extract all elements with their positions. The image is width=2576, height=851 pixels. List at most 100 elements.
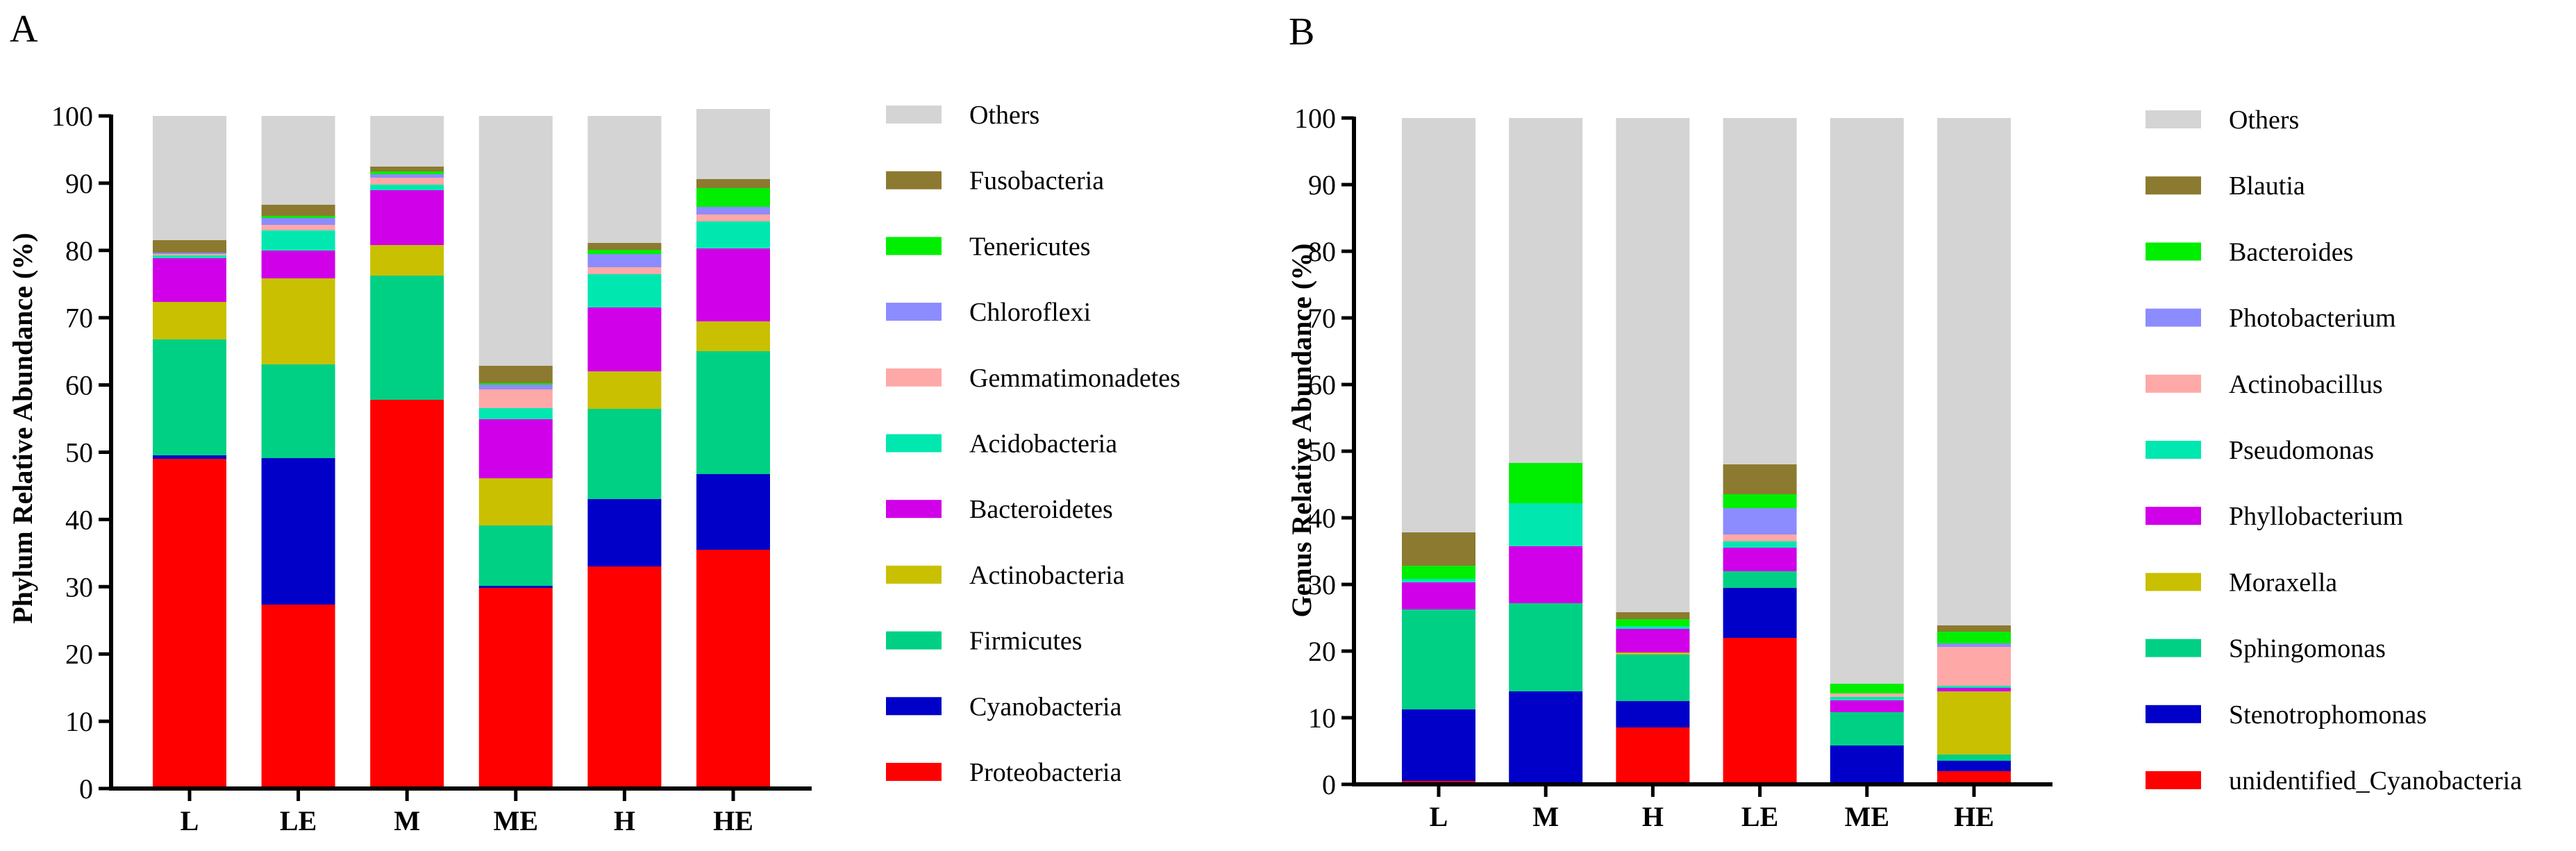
panel-b-bar-me-bacteroides: [1830, 684, 1904, 693]
panel-a-bar-le-firmicutes: [261, 364, 335, 458]
panel-b-legend-label-pseudomonas: Pseudomonas: [2229, 436, 2374, 465]
panel-b-legend-swatch-unidentified-cyanobacteria: [2146, 771, 2201, 789]
panel-b-bar-l-blautia: [1402, 532, 1475, 566]
panel-a-y-tick-label-60: 60: [65, 370, 93, 401]
panel-b-bar-le-sphingomonas: [1723, 571, 1797, 588]
panel-b-legend-swatch-photobacterium: [2146, 308, 2201, 327]
panel-a-bar-m-fusobacteria: [370, 167, 444, 171]
panel-a-y-tick-label-10: 10: [65, 706, 93, 737]
panel-a-bar-h-proteobacteria: [587, 566, 662, 789]
panel-a-legend-swatch-cyanobacteria: [886, 697, 942, 716]
panel-b-legend-label-actinobacillus: Actinobacillus: [2229, 370, 2383, 399]
panel-b-y-tick-label-80: 80: [1308, 236, 1336, 267]
panel-a-bar-m-gemmatimonadetes: [370, 178, 444, 185]
panel-a-bar-l-fusobacteria: [153, 240, 226, 253]
panel-b-bar-he-photobacterium: [1937, 643, 2011, 647]
panel-a-y-tick-label-80: 80: [65, 235, 93, 267]
panel-a-bar-l-gemmatimonadetes: [153, 254, 226, 255]
panel-b-legend-label-unidentified-cyanobacteria: unidentified_Cyanobacteria: [2229, 766, 2522, 795]
panel-b-bar-h-blautia: [1616, 612, 1690, 619]
panel-a-bar-me-gemmatimonadetes: [478, 389, 553, 408]
panel-a-bar-le-tenericutes: [261, 216, 335, 218]
panel-b-legend-label-photobacterium: Photobacterium: [2229, 304, 2396, 333]
panel-b-bar-le-bacteroides: [1723, 494, 1797, 508]
panel-a-legend-swatch-bacteroidetes: [886, 500, 942, 519]
panel-a-legend-label-bacteroidetes: Bacteroidetes: [969, 495, 1113, 524]
panel-b-bar-h-sphingomonas: [1616, 655, 1690, 701]
panel-a-bar-he-tenericutes: [696, 188, 770, 207]
panel-b-bar-he-pseudomonas: [1937, 686, 2011, 688]
panel-a-bar-me-actinobacteria: [478, 478, 553, 525]
panel-b-bar-m-others: [1509, 118, 1583, 463]
panel-a-bar-le-acidobacteria: [261, 230, 335, 251]
panel-b-bar-h-pseudomonas: [1616, 626, 1690, 629]
panel-b-bar-h-moraxella: [1616, 652, 1690, 655]
panel-b-legend-swatch-others: [2146, 110, 2201, 128]
panel-b-bar-m-phyllobacterium: [1509, 546, 1583, 603]
panel-a-bar-he-actinobacteria: [696, 321, 770, 351]
panel-b-y-tick-label-70: 70: [1308, 303, 1336, 334]
panel-b-x-tick-label-me: ME: [1845, 801, 1889, 832]
panel-a-bar-h-bacteroidetes: [587, 307, 662, 371]
panel-b-x-tick-label-l: L: [1430, 801, 1448, 832]
panel-a-bar-m-proteobacteria: [370, 400, 444, 789]
panel-b-y-tick-label-10: 10: [1308, 702, 1336, 734]
panel-b-y-tick-label-100: 100: [1294, 103, 1336, 134]
panel-b-y-tick-label-30: 30: [1308, 569, 1336, 600]
panel-b-bar-h-bacteroides: [1616, 619, 1690, 626]
panel-a-bar-m-tenericutes: [370, 171, 444, 174]
panel-a-legend-swatch-fusobacteria: [886, 171, 942, 189]
panel-b-bar-m-bacteroides: [1509, 463, 1583, 503]
panel-a-bar-le-bacteroidetes: [261, 251, 335, 278]
panel-b-x-tick-label-he: HE: [1954, 801, 1994, 832]
panel-b-y-tick-label-60: 60: [1308, 369, 1336, 401]
panel-a-legend-label-acidobacteria: Acidobacteria: [969, 430, 1117, 459]
panel-a-bar-l-cyanobacteria: [153, 455, 226, 459]
panel-a-bar-le-chloroflexi: [261, 218, 335, 225]
panel-a-x-tick-label-h: H: [614, 805, 635, 836]
panel-a-bar-me-firmicutes: [478, 525, 553, 586]
panel-a-bar-h-acidobacteria: [587, 274, 662, 307]
panel-b-legend-label-stenotrophomonas: Stenotrophomonas: [2229, 700, 2427, 730]
panel-a-y-tick-label-40: 40: [65, 504, 93, 535]
panel-a-legend-swatch-actinobacteria: [886, 565, 942, 584]
panel-a-bar-m-chloroflexi: [370, 174, 444, 178]
panel-b-bar-he-unidentified-cyanobacteria: [1937, 771, 2011, 784]
panel-a-phylum-chart: A 0 10 20 30 40 50 60 70 80 90 100 L LE M ME H HE Others F…: [7, 8, 1180, 836]
panel-a-bar-he-cyanobacteria: [696, 474, 770, 550]
panel-b-x-tick-label-m: M: [1532, 801, 1559, 832]
panel-a-bar-h-actinobacteria: [587, 371, 662, 409]
panel-b-y-tick-label-20: 20: [1308, 636, 1336, 667]
panel-a-legend-swatch-proteobacteria: [886, 763, 942, 781]
panel-b-y-tick-label-50: 50: [1308, 436, 1336, 467]
panel-a-bar-le-cyanobacteria: [261, 458, 335, 605]
panel-a-y-tick-label-100: 100: [51, 101, 93, 132]
panel-a-bar-me-chloroflexi: [478, 385, 553, 389]
panel-b-x-tick-label-le: LE: [1741, 801, 1778, 832]
panel-b-bar-le-blautia: [1723, 464, 1797, 494]
panel-a-bar-he-proteobacteria: [696, 550, 770, 789]
panel-a-bar-h-chloroflexi: [587, 254, 662, 267]
panel-a-legend-swatch-gemmatimonadetes: [886, 368, 942, 387]
panel-b-bar-le-unidentified-cyanobacteria: [1723, 638, 1797, 784]
panel-a-bar-me-bacteroidetes: [478, 419, 553, 478]
panel-b-bar-me-sphingomonas: [1830, 712, 1904, 745]
panel-b-bar-h-others: [1616, 118, 1690, 612]
panel-a-bar-h-firmicutes: [587, 409, 662, 499]
panel-b-bar-le-others: [1723, 118, 1797, 464]
panel-b-y-tick-label-90: 90: [1308, 169, 1336, 201]
panel-b-bar-l-others: [1402, 118, 1475, 532]
panel-a-legend-label-chloroflexi: Chloroflexi: [969, 298, 1091, 327]
panel-a-legend-label-tenericutes: Tenericutes: [969, 232, 1091, 261]
panel-b-bar-le-pseudomonas: [1723, 541, 1797, 548]
panel-b-bar-he-sphingomonas: [1937, 755, 2011, 761]
panel-a-bar-h-cyanobacteria: [587, 499, 662, 566]
panel-b-bar-le-phyllobacterium: [1723, 548, 1797, 571]
panel-b-bar-l-bacteroides: [1402, 566, 1475, 579]
panel-b-bar-m-sphingomonas: [1509, 603, 1583, 691]
panel-a-bar-le-proteobacteria: [261, 605, 335, 789]
panel-a-legend-label-actinobacteria: Actinobacteria: [969, 561, 1125, 590]
panel-b-bar-l-stenotrophomonas: [1402, 709, 1475, 781]
panel-b-legend-swatch-actinobacillus: [2146, 374, 2201, 393]
panel-letter-b: B: [1289, 10, 1314, 53]
